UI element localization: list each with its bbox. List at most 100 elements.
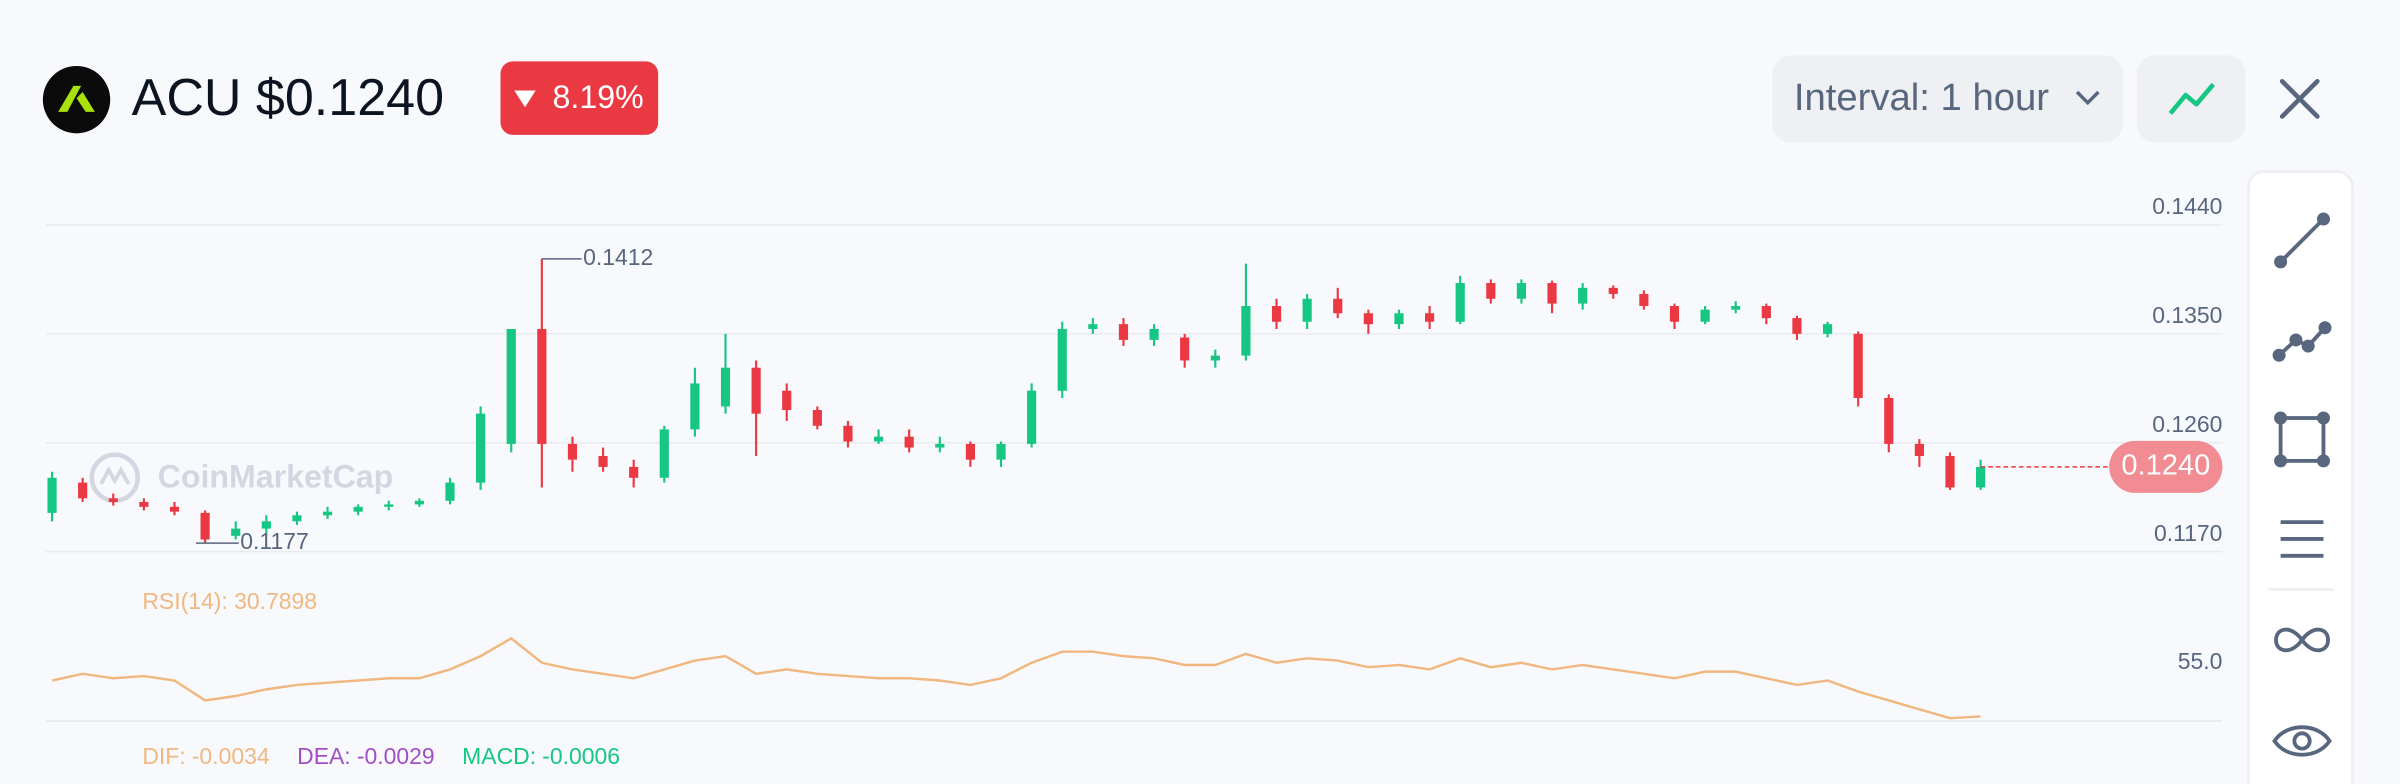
candle-body: [996, 443, 1006, 460]
candle-body: [1639, 293, 1649, 307]
candle-body: [1057, 328, 1067, 391]
candle-body: [261, 521, 271, 529]
candle-body: [1425, 313, 1435, 322]
drawing-toolbar: [2246, 170, 2355, 784]
candle-body: [1792, 318, 1802, 334]
candle-body: [1088, 324, 1098, 329]
candle-body: [506, 328, 516, 444]
candle-body: [445, 482, 455, 501]
y-tick-label: 0.1350: [2152, 302, 2222, 328]
candle-body: [629, 466, 639, 478]
candle-body: [1455, 283, 1465, 322]
candle-body: [1822, 324, 1833, 334]
candle-body: [812, 410, 822, 426]
candle-body: [1363, 313, 1373, 325]
interval-text: Interval: 1 hour: [1794, 76, 2049, 119]
candle-body: [843, 425, 853, 442]
y-tick-label: 0.1440: [2152, 193, 2222, 219]
macd-value: -0.0029: [357, 743, 435, 769]
macd-value: -0.0034: [192, 743, 270, 769]
change-text: 8.19%: [553, 79, 644, 115]
candle-body: [1884, 397, 1894, 444]
y-tick-label: 0.1260: [2152, 411, 2222, 437]
candle-body: [414, 500, 424, 505]
chart-type-button[interactable]: [2136, 55, 2246, 143]
candle-body: [1516, 283, 1527, 299]
change-badge: 8.19%: [500, 61, 659, 135]
token-logo: [42, 65, 111, 134]
candle-body: [1149, 328, 1159, 340]
candle-body: [720, 367, 731, 407]
candle-body: [1180, 337, 1190, 361]
candle-body: [231, 528, 241, 536]
rsi-legend: RSI(14): 30.7898: [142, 588, 317, 614]
tool-parallel[interactable]: [2280, 520, 2324, 558]
macd-name: DIF:: [142, 743, 185, 769]
candle-body: [1394, 313, 1404, 325]
tool-link[interactable]: [2274, 627, 2330, 653]
candle-body: [1731, 306, 1741, 310]
macd-legend: DIF: -0.0034 DEA: -0.0029 MACD: -0.0006: [142, 743, 620, 769]
low-marker-label: 0.1177: [240, 528, 308, 554]
candle-body: [1027, 390, 1037, 444]
last-price-label: 0.1240: [2121, 450, 2210, 482]
macd-name: MACD:: [462, 743, 536, 769]
candle-body: [1914, 443, 1924, 457]
tool-polyline[interactable]: [2272, 321, 2332, 362]
candle-body: [1608, 287, 1618, 294]
candle-body: [751, 367, 761, 414]
candle-body: [1241, 306, 1251, 356]
tool-visibility[interactable]: [2272, 725, 2332, 757]
candle-body: [904, 436, 914, 448]
candle-body: [1271, 306, 1282, 322]
close-button[interactable]: [2279, 78, 2320, 119]
candle-body: [1578, 287, 1588, 304]
candle-body: [537, 328, 547, 444]
candle-body: [169, 506, 180, 512]
candle-body: [1210, 355, 1220, 361]
candle-body: [292, 515, 302, 522]
last-price-badge: [2109, 440, 2223, 493]
candle-body: [935, 443, 945, 448]
candle-body: [659, 429, 669, 478]
rsi-line: [51, 636, 1981, 720]
candle-body: [1118, 324, 1129, 340]
candle-body: [322, 511, 333, 516]
candle-body: [1945, 456, 1955, 488]
candle-body: [1853, 333, 1863, 398]
candle-body: [353, 506, 363, 512]
candle-body: [782, 390, 792, 411]
macd-value: -0.0006: [542, 743, 620, 769]
candle-body: [1333, 298, 1343, 314]
candle-body: [476, 413, 486, 483]
candle-body: [78, 482, 88, 499]
candle-body: [139, 501, 149, 507]
candle-body: [1700, 309, 1710, 322]
candle-body: [873, 436, 884, 442]
watermark-text: CoinMarketCap: [158, 459, 394, 495]
interval-select[interactable]: Interval: 1 hour: [1772, 55, 2123, 143]
candle-body: [598, 456, 608, 467]
token-title: ACU $0.1240: [132, 69, 444, 127]
candle-body: [1976, 466, 1986, 488]
rsi-value: 30.7898: [234, 588, 317, 614]
candle-body: [384, 504, 394, 507]
candle-body: [1547, 283, 1557, 304]
macd-name: DEA:: [297, 743, 351, 769]
candle-body: [1486, 283, 1496, 299]
high-marker-label: 0.1412: [583, 244, 653, 270]
watermark: CoinMarketCap: [89, 452, 394, 503]
tool-line[interactable]: [2274, 212, 2330, 269]
tool-rectangle[interactable]: [2274, 411, 2330, 468]
candle-body: [690, 383, 700, 430]
candle-body: [108, 498, 118, 502]
candle-body: [1669, 306, 1680, 322]
candle-body: [1302, 298, 1312, 322]
candle-body: [965, 443, 975, 460]
candle-body: [200, 512, 210, 540]
rsi-label: RSI(14):: [142, 588, 227, 614]
candle-body: [47, 477, 57, 513]
rsi-tick-label: 55.0: [2178, 648, 2223, 674]
